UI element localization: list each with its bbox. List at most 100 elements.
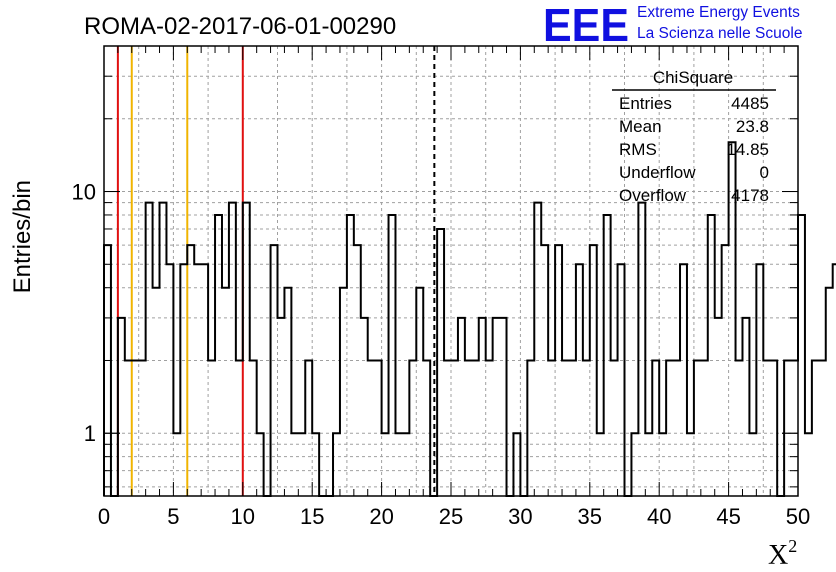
histogram-bin (278, 318, 285, 496)
histogram-bin (708, 215, 715, 496)
stats-row-label: RMS (619, 140, 657, 159)
stats-box: ChiSquare Entries 4485 Mean 23.8 RMS 14.85 Und… (612, 68, 776, 205)
histogram-bin (527, 360, 534, 496)
histogram-bin (770, 360, 777, 496)
histogram-bin (742, 318, 749, 496)
histogram-bin (680, 264, 687, 496)
histogram-bin (645, 433, 652, 496)
histogram-bin (354, 245, 361, 496)
histogram-bin (423, 360, 430, 496)
histogram-bin (791, 360, 798, 496)
histogram-bin (173, 433, 180, 496)
x-tick-label: 30 (508, 504, 532, 529)
histogram-bin (222, 288, 229, 496)
stats-row-label: Underflow (619, 163, 696, 182)
x-tick-label: 50 (786, 504, 810, 529)
histogram-bin (638, 203, 645, 496)
histogram-bin (271, 245, 278, 496)
histogram-bin (749, 433, 756, 496)
stats-row-label: Entries (619, 94, 672, 113)
histogram-bin (819, 360, 826, 496)
eee-logo: EEE Extreme Energy Events La Scienza nel… (543, 0, 802, 51)
histogram-bin (722, 245, 729, 496)
histogram-layer (103, 141, 836, 497)
histogram-bin (763, 360, 770, 496)
histogram-bin (229, 203, 236, 496)
x-axis-label: Χ2 (768, 536, 797, 571)
x-tick-label: 0 (98, 504, 110, 529)
histogram-bin (284, 288, 291, 496)
histogram-bin (513, 433, 520, 496)
histogram-bin (382, 433, 389, 496)
histogram-bin (569, 360, 576, 496)
axes-frame (103, 45, 799, 497)
histogram-bin (611, 360, 618, 496)
histogram-bin (590, 245, 597, 496)
stats-row-value: 4485 (731, 94, 769, 113)
histogram-bin (583, 360, 590, 496)
histogram-bin (236, 360, 243, 496)
histogram-bin (798, 215, 805, 496)
x-tick-label: 25 (439, 504, 463, 529)
histogram-bin (666, 360, 673, 496)
histogram-bin (187, 245, 194, 496)
histogram-bin (631, 433, 638, 496)
histogram-bin (361, 318, 368, 496)
stats-row-value: 23.8 (736, 117, 769, 136)
histogram-bin (500, 318, 507, 496)
histogram-bin (715, 318, 722, 496)
histogram-bin (604, 215, 611, 496)
histogram-bin (756, 264, 763, 496)
stats-row-value: 0 (760, 163, 769, 182)
histogram-bin (368, 360, 375, 496)
histogram-bin (166, 264, 173, 496)
histogram-bin (291, 433, 298, 496)
stats-title: ChiSquare (653, 68, 733, 87)
histogram-bin (215, 215, 222, 496)
histogram-bin (160, 203, 167, 496)
x-tick-label: 35 (578, 504, 602, 529)
stats-row-value: 14.85 (726, 140, 769, 159)
eee-logo-mark: EEE (543, 0, 629, 51)
histogram-bin (687, 433, 694, 496)
x-tick-label: 20 (369, 504, 393, 529)
histogram-bin (805, 433, 812, 496)
stats-row-label: Mean (619, 117, 662, 136)
histogram-bin (562, 360, 569, 496)
histogram-bin (132, 360, 139, 496)
histogram-bin (402, 433, 409, 496)
y-tick-label: 1 (84, 421, 96, 446)
histogram-bin (486, 360, 493, 496)
histogram-bin (250, 360, 257, 496)
histogram-bin (389, 215, 396, 496)
histogram-bin (180, 264, 187, 496)
histogram-bin (701, 360, 708, 496)
histogram-bin (340, 288, 347, 496)
x-tick-labels: 0 5 10 15 20 25 30 35 40 45 50 (98, 504, 810, 529)
histogram-bin (201, 264, 208, 496)
y-tick-labels: 1 10 (72, 180, 96, 447)
x-tick-label: 5 (167, 504, 179, 529)
histogram-bin (104, 245, 111, 496)
histogram-bin (541, 245, 548, 496)
histogram-bin (153, 288, 160, 496)
histogram-bin (694, 360, 701, 496)
histogram-bin (208, 360, 215, 496)
eee-logo-line2: La Scienza nelle Scuole (637, 25, 802, 42)
histogram-bin (333, 433, 340, 496)
histogram-bin (416, 288, 423, 496)
stats-row-label: Overflow (619, 186, 687, 205)
histogram-bin (472, 360, 479, 496)
histogram-bin (257, 433, 264, 496)
x-tick-label: 45 (716, 504, 740, 529)
histogram-bin (736, 360, 743, 496)
histogram-bin (375, 360, 382, 496)
histogram-bin (125, 360, 132, 496)
histogram-bin (395, 433, 402, 496)
x-tick-label: 40 (647, 504, 671, 529)
histogram-bin (305, 360, 312, 496)
histogram-bin (465, 360, 472, 496)
histogram-bin (139, 360, 146, 496)
y-axis-label: Entries/bin (9, 180, 36, 293)
